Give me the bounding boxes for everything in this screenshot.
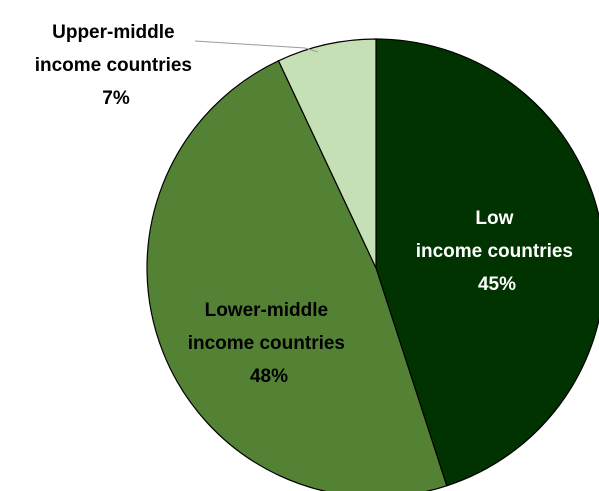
lower-middle-income-value: 48% (250, 366, 288, 387)
upper-middle-income-label: Upper-middle income countries 7% (35, 22, 198, 109)
upper-middle-income-slice (277, 38, 377, 269)
low-income-slice (375, 38, 599, 487)
lower-middle-income-label-line2: income countries (188, 333, 345, 354)
lower-middle-income-label-line1: Lower-middle (205, 300, 329, 321)
upper-middle-income-label-line1: Upper-middle (52, 22, 174, 43)
low-income-value: 45% (478, 274, 516, 295)
pie-labels: Low income countries 45% Lower-middle in… (35, 22, 579, 387)
pie-slices (146, 38, 599, 491)
upper-middle-leader-line (194, 40, 319, 53)
upper-middle-income-label-line2: income countries (35, 55, 192, 76)
lower-middle-income-label: Lower-middle income countries 48% (188, 300, 351, 387)
upper-middle-income-value: 7% (102, 88, 130, 109)
lower-middle-income-slice (146, 59, 448, 491)
low-income-label-line2: income countries (416, 241, 573, 262)
low-income-label: Low income countries 45% (416, 208, 579, 295)
low-income-label-line1: Low (475, 208, 513, 229)
